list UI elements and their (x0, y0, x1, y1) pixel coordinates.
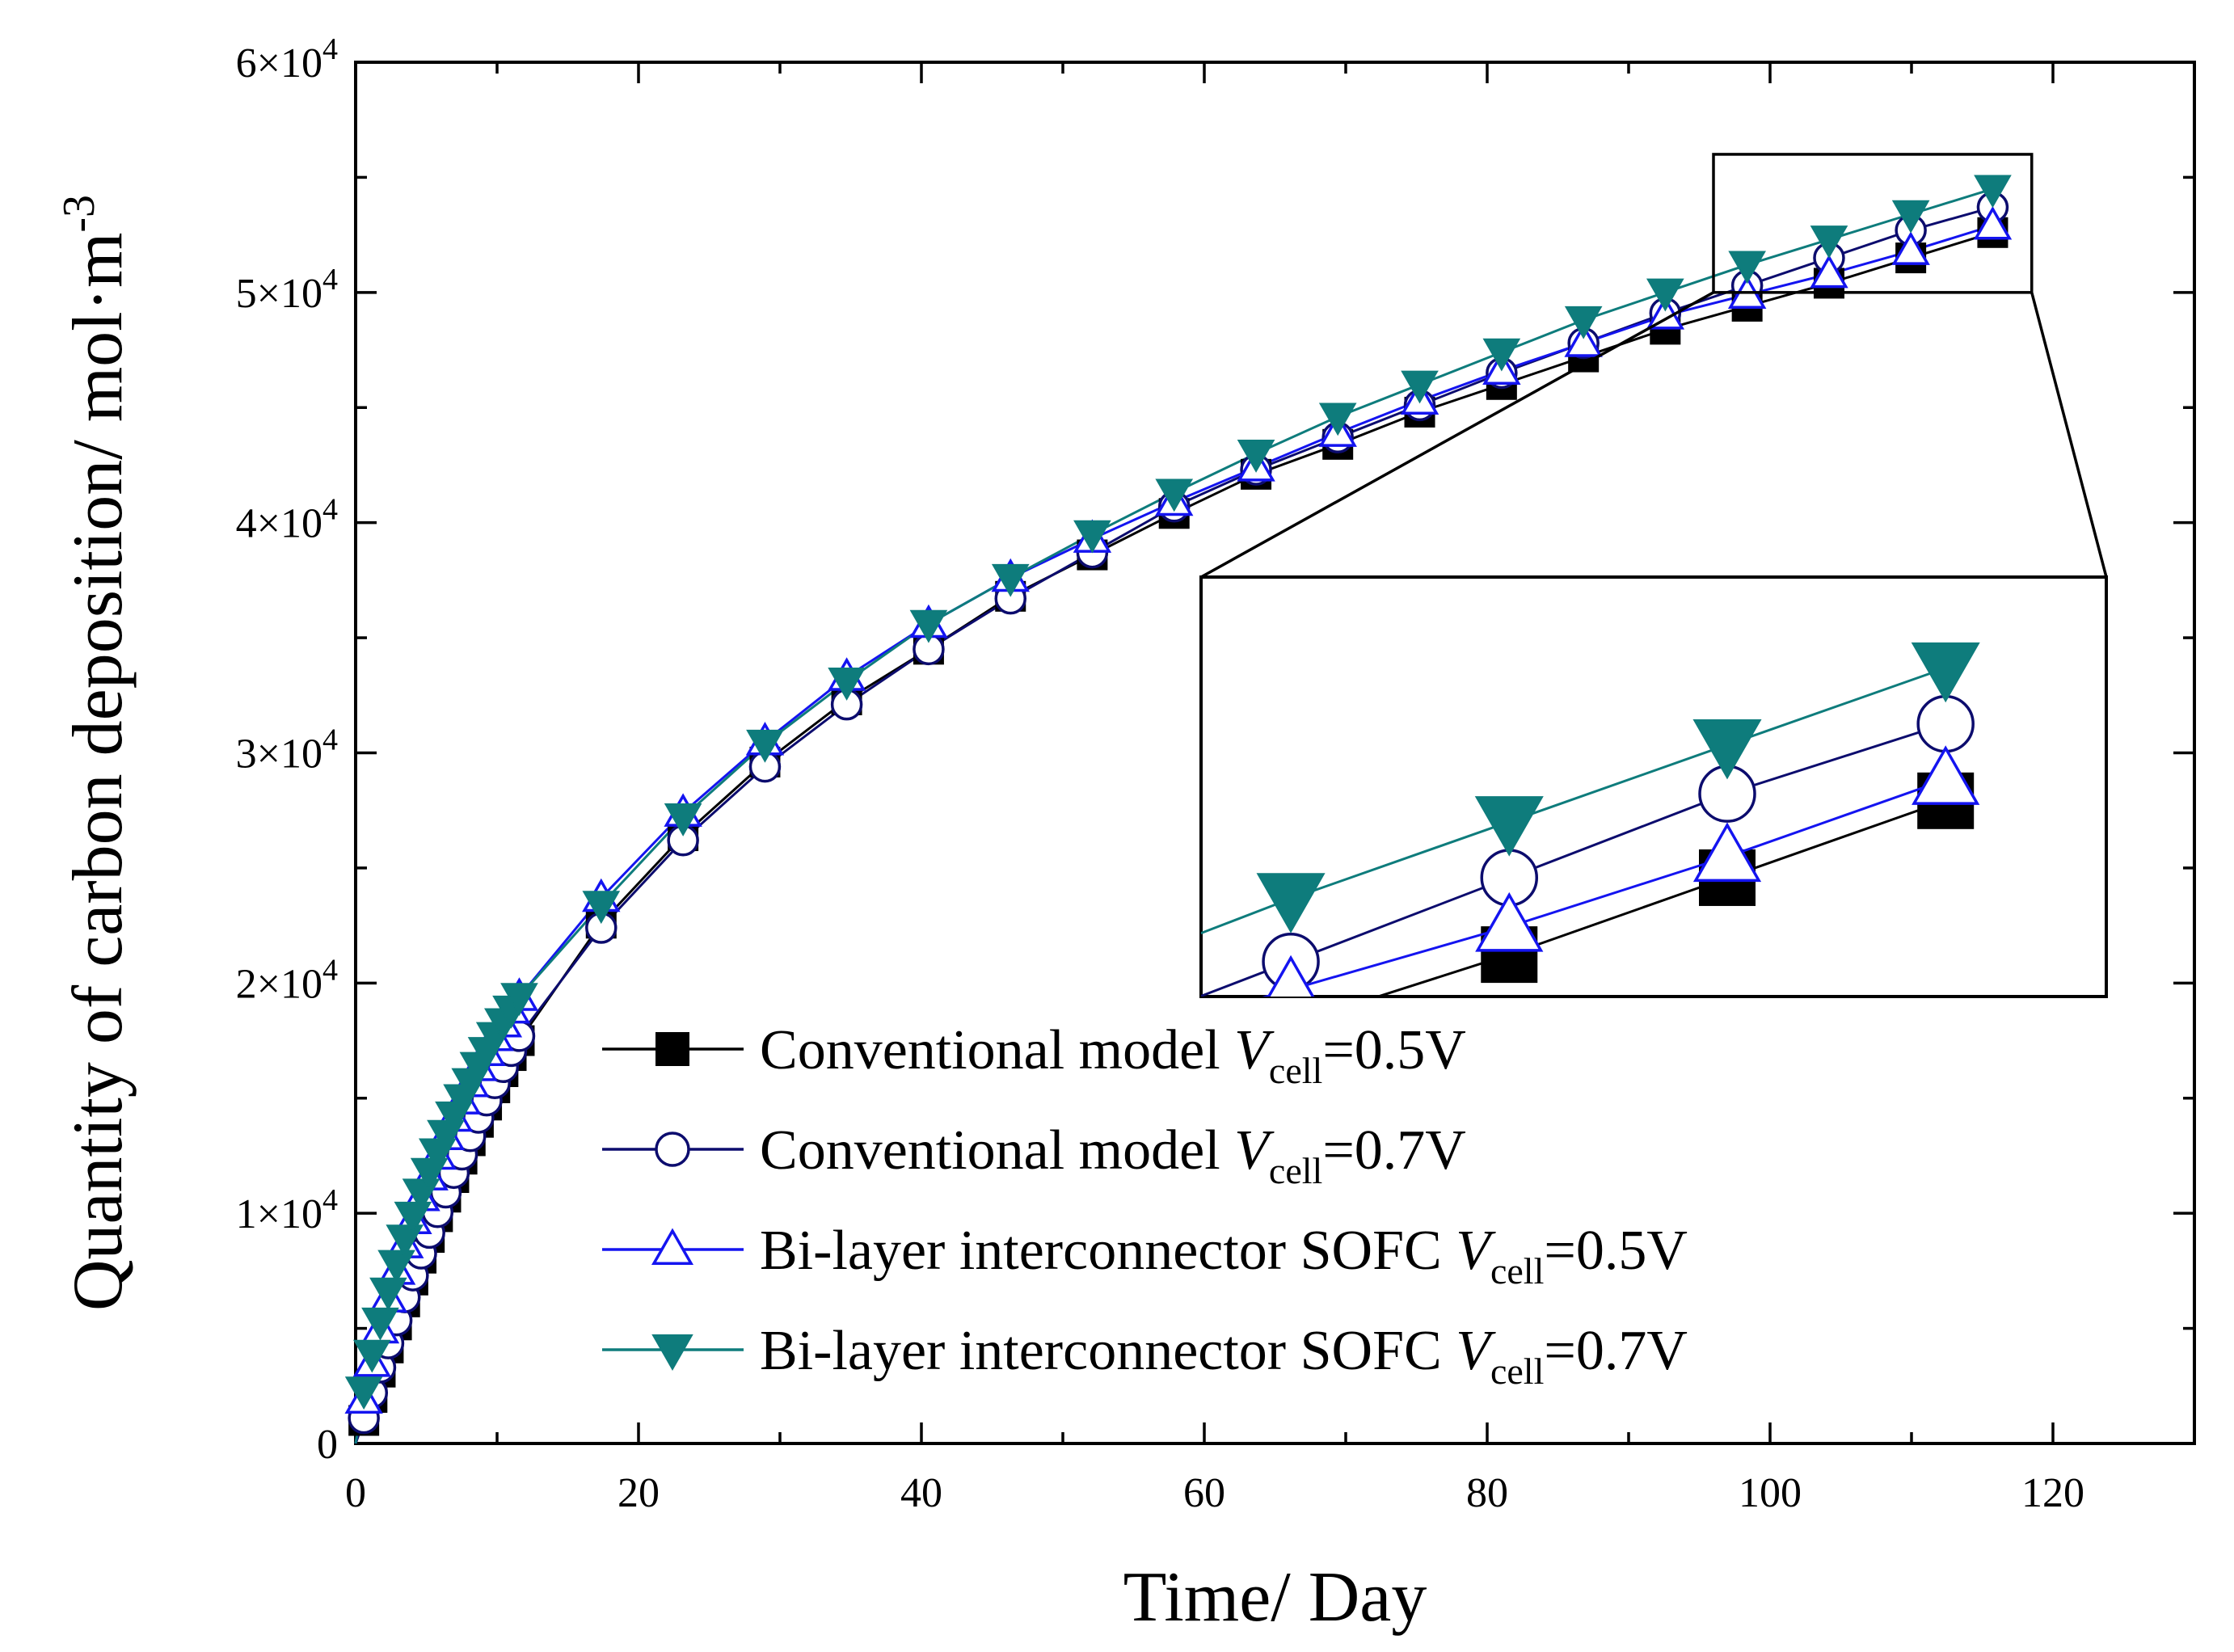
legend-label-1: Conventional model Vcell=0.5V (760, 1019, 1466, 1091)
inset-data-point-s4 (1039, 958, 1106, 1015)
data-point-s4 (828, 668, 866, 701)
data-point-s4 (582, 891, 621, 925)
x-tick-label: 60 (1183, 1470, 1225, 1516)
data-point-s4 (369, 1277, 407, 1311)
y-tick-label: 5×104 (236, 263, 338, 317)
data-point-s4 (1891, 200, 1930, 234)
data-point-s3 (1891, 231, 1930, 265)
legend-marker-2 (655, 1132, 690, 1167)
data-point-s4 (909, 609, 948, 643)
data-point-s3 (1564, 323, 1603, 357)
y-tick-label: 6×104 (236, 32, 338, 86)
data-point-s4 (352, 1339, 391, 1373)
x-tick-label: 20 (618, 1470, 660, 1516)
y-axis-title: Quantity of carbon deposition/ mol·m-3 (54, 195, 137, 1311)
inset-data-point-s3 (1912, 745, 1980, 805)
data-point-s4 (1318, 402, 1357, 436)
y-tick-label: 4×104 (236, 493, 338, 547)
inset-data-point-s3 (1692, 822, 1762, 883)
inset-data-point-s3 (1475, 891, 1544, 952)
data-point-s4 (377, 1250, 415, 1283)
legend-label-2: Conventional model Vcell=0.7V (760, 1119, 1466, 1191)
legend-marker-3 (651, 1228, 694, 1265)
x-tick-label: 40 (900, 1470, 942, 1516)
data-point-s4 (1073, 520, 1111, 554)
inset-data-point-s1 (1262, 996, 1320, 997)
inset-data-point-s4 (1692, 719, 1762, 780)
legend-marker-4 (651, 1334, 693, 1372)
data-point-s4 (344, 1376, 383, 1410)
inset-data-point-s4 (1911, 642, 1980, 703)
y-tick-label: 1×104 (236, 1183, 338, 1237)
data-point-s3 (1810, 254, 1848, 289)
y-tick-label: 3×104 (236, 723, 338, 778)
zoom-connector-right (2030, 292, 2108, 578)
x-axis-title: Time/ Day (1123, 1558, 1427, 1637)
data-point-s4 (1974, 175, 2012, 209)
data-point-s4 (1155, 478, 1194, 512)
data-point-s4 (1237, 440, 1275, 473)
inset-plot (1039, 642, 1980, 1015)
data-point-s4 (1728, 251, 1766, 284)
data-point-s4 (746, 729, 784, 763)
data-point-s4 (1564, 306, 1603, 339)
inset-data-point-s4 (1256, 873, 1326, 933)
data-point-s4 (1646, 278, 1684, 312)
data-point-s4 (500, 983, 538, 1017)
inset-data-point-s3 (1267, 955, 1315, 997)
y-tick-label: 2×104 (236, 953, 338, 1007)
x-tick-label: 80 (1466, 1470, 1508, 1516)
data-point-s4 (1482, 338, 1521, 372)
x-tick-label: 100 (1739, 1470, 1802, 1516)
data-point-s4 (1810, 225, 1848, 259)
inset-data-point-s2 (1916, 694, 1975, 753)
data-point-s4 (1401, 370, 1439, 404)
data-point-s4 (664, 803, 702, 837)
legend-label-3: Bi-layer interconnector SOFC Vcell=0.5V (760, 1220, 1688, 1292)
legend-marker-1 (655, 1032, 689, 1066)
x-tick-label: 0 (345, 1470, 366, 1516)
zoom-region-box (1712, 153, 2034, 294)
data-point-s4 (361, 1307, 399, 1341)
y-tick-label: 0 (317, 1422, 338, 1468)
x-tick-label: 120 (2021, 1470, 2084, 1516)
legend-label-4: Bi-layer interconnector SOFC Vcell=0.7V (760, 1320, 1688, 1392)
data-point-s3 (1973, 206, 2013, 240)
inset-data-point-s4 (1474, 796, 1544, 857)
zoom-connector-left (1200, 291, 1714, 579)
data-point-s4 (991, 563, 1030, 597)
